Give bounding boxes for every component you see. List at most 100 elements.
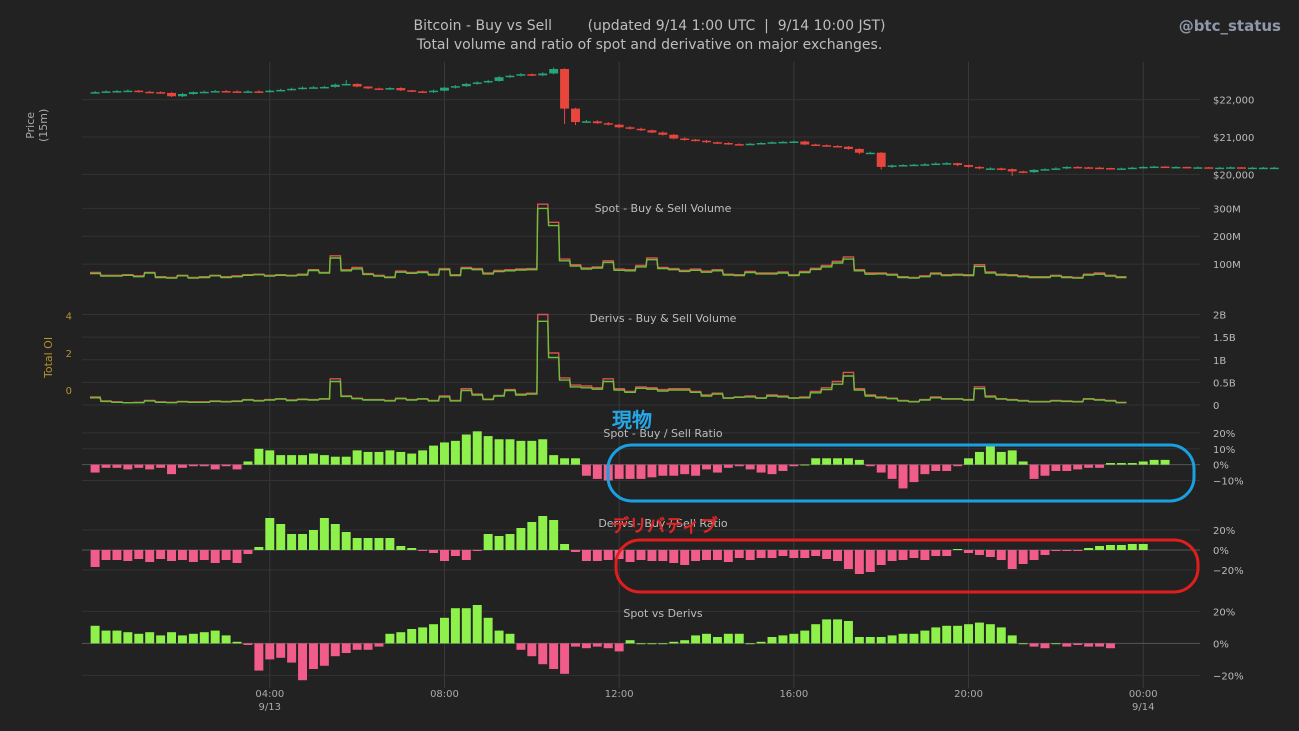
ratio-bar bbox=[996, 550, 1006, 560]
ratio-bar bbox=[1051, 643, 1061, 645]
candle-body bbox=[898, 165, 908, 167]
candle-body bbox=[920, 164, 930, 166]
ratio-bar bbox=[134, 633, 144, 644]
ratio-bar bbox=[188, 633, 198, 644]
candle-body bbox=[167, 92, 177, 97]
ratio-bar bbox=[527, 643, 537, 657]
candle-body bbox=[680, 138, 690, 141]
ratio-bar bbox=[669, 464, 679, 476]
ratio-bar bbox=[429, 550, 439, 553]
ratio-bar bbox=[942, 625, 952, 644]
candle-body bbox=[854, 148, 864, 153]
ratio-bar bbox=[734, 550, 744, 558]
candle-body bbox=[440, 87, 449, 91]
candle-body bbox=[931, 163, 941, 166]
ratio-bar bbox=[865, 637, 875, 644]
ratio-bar bbox=[450, 440, 460, 465]
ratio-bar bbox=[669, 641, 679, 644]
candle-body bbox=[308, 87, 318, 89]
candle-body bbox=[996, 168, 1006, 170]
candle-body bbox=[505, 75, 515, 78]
ratio-bar bbox=[352, 643, 362, 650]
ratio-bar bbox=[210, 464, 220, 470]
ratio-bar bbox=[603, 643, 613, 649]
ratio-bar bbox=[516, 528, 526, 550]
ratio-bar bbox=[516, 643, 526, 650]
ratio-bar bbox=[134, 464, 144, 468]
ratio-bar bbox=[789, 464, 799, 467]
candle-body bbox=[1018, 171, 1028, 173]
ratio-bar bbox=[592, 643, 602, 647]
ratio-bar bbox=[985, 550, 995, 557]
ratio-bar bbox=[319, 455, 329, 465]
candle-body bbox=[156, 92, 166, 94]
ratio-bar bbox=[734, 633, 744, 644]
ratio-bar bbox=[854, 550, 864, 574]
ratio-bar bbox=[898, 633, 908, 644]
candle-body bbox=[232, 91, 242, 93]
candle-body bbox=[418, 91, 428, 93]
ratio-bar bbox=[1007, 635, 1017, 644]
ratio-bar bbox=[254, 547, 264, 550]
ratio-bar bbox=[298, 643, 308, 681]
ratio-bar bbox=[363, 643, 373, 650]
ratio-bar bbox=[1127, 463, 1137, 465]
ratio-bar bbox=[647, 550, 657, 561]
candle-body bbox=[1171, 166, 1181, 169]
ratio-bar bbox=[898, 464, 908, 489]
candle-body bbox=[974, 166, 984, 169]
ratio-bar bbox=[112, 630, 122, 644]
candle-body bbox=[516, 74, 526, 76]
candle-body bbox=[494, 77, 504, 81]
ratio-bar bbox=[1105, 545, 1115, 550]
ratio-bar bbox=[636, 550, 646, 560]
ratio-bar bbox=[374, 451, 384, 465]
ratio-bar bbox=[123, 550, 133, 561]
ratio-bar bbox=[1116, 545, 1126, 550]
ratio-bar bbox=[167, 550, 177, 561]
ratio-bar bbox=[1105, 463, 1115, 465]
ratio-bar bbox=[712, 464, 722, 473]
ratio-bar bbox=[298, 455, 308, 465]
ratio-bar bbox=[352, 450, 362, 465]
ratio-bar bbox=[363, 538, 373, 550]
candle-body bbox=[1204, 167, 1214, 169]
x-tick-label: 00:00 bbox=[1129, 689, 1158, 700]
ratio-bar bbox=[221, 635, 231, 644]
x-tick-label: 08:00 bbox=[430, 689, 459, 700]
candle-body bbox=[90, 92, 100, 94]
candle-body bbox=[461, 83, 471, 87]
volume-series-line bbox=[90, 313, 1127, 404]
ratio-bar bbox=[854, 637, 864, 644]
oi-tick-label: 0 bbox=[66, 386, 72, 397]
ratio-bar bbox=[1138, 461, 1148, 465]
candle-body bbox=[374, 88, 384, 90]
ratio-bar bbox=[1084, 464, 1094, 468]
ratio-bar bbox=[352, 538, 362, 550]
ratio-bar bbox=[243, 461, 253, 465]
ratio-bar bbox=[199, 464, 209, 467]
panel-title: Derivs - Buy & Sell Volume bbox=[590, 312, 737, 325]
candle-body bbox=[145, 91, 155, 94]
candle-body bbox=[625, 127, 635, 129]
account-handle[interactable]: @btc_status bbox=[1178, 17, 1281, 35]
ratio-bar bbox=[450, 608, 460, 644]
ratio-bar bbox=[308, 453, 318, 465]
ratio-bar bbox=[833, 550, 842, 561]
ratio-bar bbox=[658, 643, 668, 645]
candle-body bbox=[483, 80, 493, 83]
candle-body bbox=[112, 91, 122, 93]
ratio-bar bbox=[308, 643, 318, 669]
ratio-bar bbox=[188, 464, 198, 467]
candle-body bbox=[549, 68, 559, 74]
ratio-bar bbox=[581, 643, 591, 649]
ratio-bar bbox=[494, 630, 504, 644]
ratio-bar bbox=[625, 464, 635, 479]
ratio-bar bbox=[276, 455, 286, 465]
ratio-bar bbox=[800, 464, 810, 466]
candle-body bbox=[603, 123, 613, 125]
oi-tick-label: 2 bbox=[66, 349, 72, 360]
ratio-bar bbox=[964, 624, 974, 644]
candle-body bbox=[571, 108, 580, 123]
ratio-bar bbox=[1040, 643, 1050, 649]
